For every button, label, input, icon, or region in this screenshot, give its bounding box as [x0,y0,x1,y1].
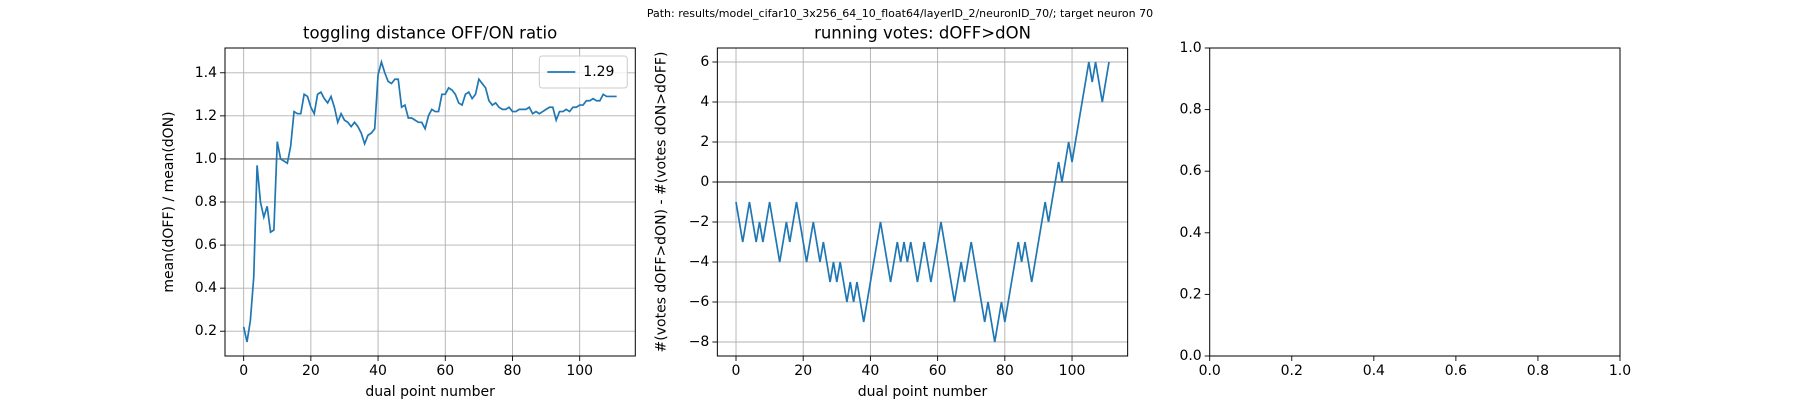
y-tick-label: −2 [689,214,710,230]
axes-title: running votes: dOFF>dON [814,24,1031,43]
y-tick-label: 0.6 [1179,163,1201,179]
y-tick-label: 4 [700,94,709,110]
y-axis-label: #(votes dOFF>dON) - #(votes dON>dOFF) [653,52,669,353]
x-tick-label: 1.0 [1609,363,1631,379]
x-tick-label: 0 [732,363,741,379]
x-tick-label: 0.0 [1199,363,1221,379]
axes-frame [224,47,636,357]
y-axis-label: mean(dOFF) / mean(dON) [161,111,177,292]
x-tick-label: 100 [566,363,593,379]
x-tick-label: 80 [504,363,522,379]
figure-title: Path: results/model_cifar10_3x256_64_10_… [647,7,1153,20]
y-tick-label: 0.8 [195,194,217,210]
x-tick-label: 40 [369,363,387,379]
y-tick-label: 0.6 [195,237,217,253]
y-tick-label: −6 [689,294,710,310]
x-tick-label: 20 [302,363,320,379]
axes-frame [716,47,1129,357]
y-tick-label: 0.4 [195,280,217,296]
x-tick-label: 60 [929,363,947,379]
y-tick-label: 0.4 [1179,225,1201,241]
data-line [735,61,1110,343]
x-tick-label: 60 [436,363,454,379]
x-tick-label: 0.8 [1527,363,1549,379]
x-tick-label: 0 [239,363,248,379]
x-tick-label: 40 [862,363,880,379]
y-tick-label: −8 [689,334,710,350]
y-tick-label: 6 [700,54,709,70]
legend-label: 1.29 [583,64,614,80]
axes-title: toggling distance OFF/ON ratio [303,24,557,43]
legend-box [538,55,628,89]
y-tick-label: 1.0 [195,151,217,167]
x-tick-label: 100 [1059,363,1086,379]
data-line [242,58,617,343]
x-axis-label: dual point number [365,384,495,400]
x-tick-label: 20 [794,363,812,379]
y-tick-label: 0 [700,174,709,190]
y-tick-label: 1.2 [195,108,217,124]
y-tick-label: 0.0 [1179,348,1201,364]
y-tick-label: 0.2 [1179,286,1201,302]
y-tick-label: 0.2 [195,323,217,339]
y-tick-label: 0.8 [1179,102,1201,118]
y-tick-label: 1.4 [195,65,217,81]
x-axis-label: dual point number [858,384,988,400]
y-tick-label: 2 [700,134,709,150]
x-tick-label: 80 [996,363,1014,379]
x-tick-label: 0.4 [1363,363,1385,379]
y-tick-label: 1.0 [1179,40,1201,56]
y-tick-label: −4 [689,254,710,270]
axes-frame [1209,47,1621,357]
x-tick-label: 0.6 [1445,363,1467,379]
x-tick-label: 0.2 [1281,363,1303,379]
